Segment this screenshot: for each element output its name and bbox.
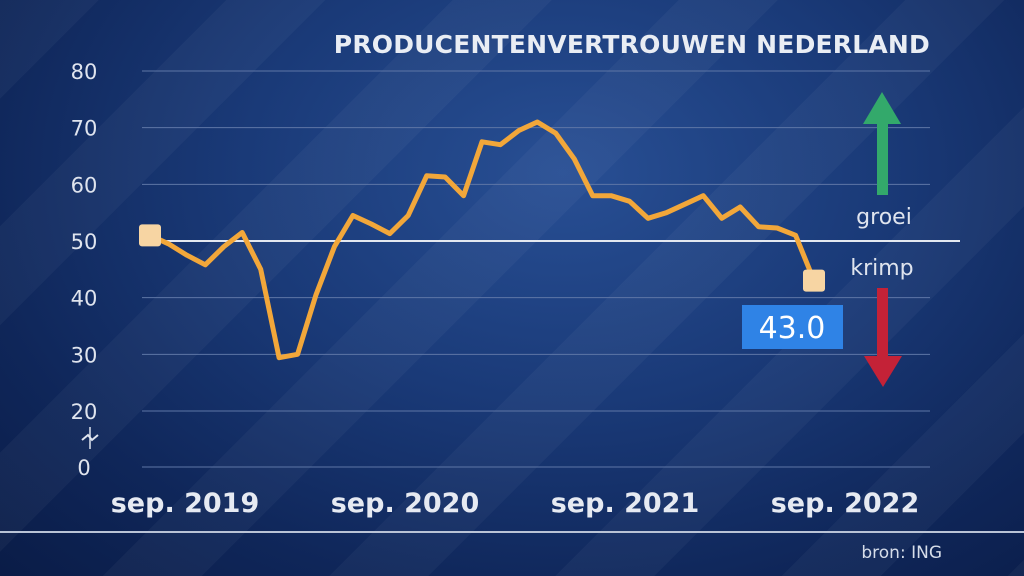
start-marker	[139, 224, 161, 247]
value-badge-layer: 43.0	[742, 305, 843, 349]
x-tick-labels: sep. 2019 sep. 2020 sep. 2021 sep. 2022	[111, 488, 920, 519]
y-tick-label: 0	[77, 456, 90, 480]
legend-down-label: krimp	[850, 256, 913, 281]
x-tick-label: sep. 2020	[331, 488, 480, 519]
y-tick-label: 40	[71, 287, 98, 311]
up-arrow-icon	[863, 92, 901, 124]
source-label: bron: ING	[861, 543, 942, 563]
growth-legend: groei krimp	[850, 92, 914, 387]
grid-layer	[142, 70, 930, 468]
end-marker	[803, 269, 825, 292]
series-layer	[139, 119, 825, 361]
y-tick-label: 80	[71, 60, 98, 84]
footer-divider	[0, 531, 1024, 533]
x-tick-label: sep. 2021	[551, 488, 700, 519]
y-tick-label: 30	[71, 343, 98, 367]
legend-up-label: groei	[856, 205, 912, 230]
value-badge-text: 43.0	[759, 311, 826, 346]
y-tick-label: 70	[71, 117, 98, 141]
down-arrow-icon	[864, 356, 902, 387]
y-tick-labels: 0 20 30 40 50 60 70 80	[71, 60, 99, 480]
up-arrow-shaft	[877, 120, 888, 195]
down-arrow-shaft	[877, 288, 888, 358]
x-tick-label: sep. 2019	[111, 488, 260, 519]
y-tick-label: 60	[71, 173, 98, 197]
chart-title: PRODUCENTENVERTROUWEN NEDERLAND	[333, 30, 930, 59]
y-tick-label: 50	[71, 230, 98, 254]
x-tick-label: sep. 2022	[771, 488, 920, 519]
y-tick-label: 20	[71, 400, 98, 424]
series-line	[147, 119, 817, 361]
value-badge	[742, 305, 843, 349]
